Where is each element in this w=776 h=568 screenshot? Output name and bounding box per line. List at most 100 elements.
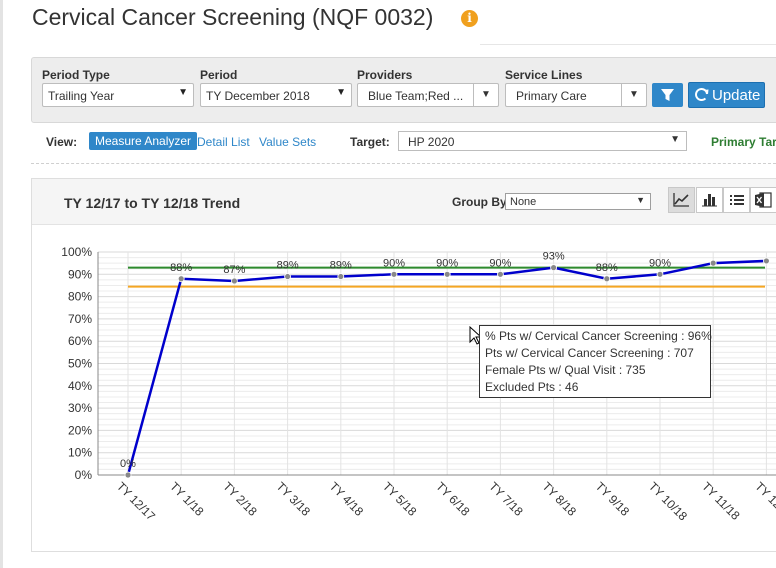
tooltip-line: Excluded Pts : 46	[485, 380, 579, 394]
card-title: TY 12/17 to TY 12/18 Trend	[64, 195, 241, 211]
data-label: 87%	[223, 264, 245, 276]
y-tick-label: 70%	[68, 312, 92, 326]
x-tick-label: TY 11/18	[699, 479, 743, 523]
y-tick-label: 100%	[61, 245, 92, 259]
chevron-down-icon: ▼	[670, 134, 680, 145]
period-select[interactable]: TY December 2018 ▼	[200, 83, 352, 107]
x-tick-label: TY 5/18	[380, 479, 420, 519]
update-button[interactable]: Update	[688, 82, 765, 108]
data-label: 0%	[120, 458, 136, 470]
y-tick-label: 90%	[68, 267, 92, 281]
data-label: 93%	[543, 251, 565, 263]
view-bar: View: Measure Analyzer Detail List Value…	[31, 128, 776, 158]
chevron-down-icon: ▼	[178, 87, 188, 98]
y-tick-label: 50%	[68, 357, 92, 371]
data-label: 90%	[436, 257, 458, 269]
info-icon[interactable]: i	[461, 10, 478, 27]
chevron-down-icon[interactable]: ▼	[621, 84, 646, 106]
service-lines-select[interactable]: Primary Care ▼	[505, 83, 647, 107]
tab-value-sets[interactable]: Value Sets	[259, 135, 317, 149]
period-type-select[interactable]: Trailing Year ▼	[42, 83, 194, 107]
tooltip-line: % Pts w/ Cervical Cancer Screening : 96%	[485, 329, 712, 343]
chevron-down-icon[interactable]: ▼	[473, 84, 498, 106]
data-label: 90%	[489, 257, 511, 269]
x-tick-label: TY 12/17	[114, 479, 158, 523]
list-icon	[730, 195, 744, 205]
x-tick-label: TY 3/18	[273, 479, 313, 519]
list-button[interactable]	[723, 187, 750, 213]
x-tick-label: TY 7/18	[486, 479, 526, 519]
data-point	[337, 273, 345, 280]
x-tick-label: TY 4/18	[327, 479, 367, 519]
filter-panel: Period Type Trailing Year ▼ Period TY De…	[31, 57, 776, 123]
view-label: View:	[46, 135, 78, 149]
data-point	[124, 471, 132, 479]
excel-export-button[interactable]	[750, 187, 776, 213]
providers-select[interactable]: Blue Team;Red ... ▼	[357, 83, 499, 107]
bar-chart-button[interactable]	[696, 187, 723, 213]
data-point	[763, 257, 770, 265]
period-type-value: Trailing Year	[48, 89, 115, 103]
target-label: Target:	[350, 135, 390, 149]
tab-measure-analyzer[interactable]: Measure Analyzer	[89, 132, 198, 150]
target-value: HP 2020	[408, 135, 455, 149]
data-label: 88%	[596, 262, 618, 274]
data-point	[390, 270, 398, 278]
page-title: Cervical Cancer Screening (NQF 0032)	[32, 4, 434, 30]
group-by-select[interactable]: None ▼	[505, 193, 651, 210]
filter-button[interactable]	[652, 83, 683, 107]
y-tick-label: 20%	[68, 423, 92, 437]
primary-target-label: Primary Targ	[711, 135, 776, 149]
data-point	[230, 277, 238, 285]
chart-tooltip: % Pts w/ Cervical Cancer Screening : 96%…	[479, 325, 712, 398]
chevron-down-icon: ▼	[636, 195, 645, 205]
period-type-label: Period Type	[42, 68, 110, 82]
y-tick-label: 60%	[68, 334, 92, 348]
y-tick-label: 0%	[75, 468, 93, 482]
data-label: 89%	[330, 260, 352, 272]
x-tick-label: TY 8/18	[539, 479, 579, 519]
x-tick-label: TY 2/18	[220, 479, 260, 519]
data-label: 89%	[277, 260, 299, 272]
service-lines-label: Service Lines	[505, 68, 583, 82]
data-point	[656, 270, 664, 278]
update-label: Update	[712, 87, 761, 104]
providers-value: Blue Team;Red ...	[368, 89, 464, 103]
tooltip-line: Pts w/ Cervical Cancer Screening : 707	[485, 346, 694, 360]
period-value: TY December 2018	[206, 89, 310, 103]
y-tick-label: 80%	[68, 290, 92, 304]
left-edge	[0, 0, 3, 568]
data-label: 90%	[383, 257, 405, 269]
trend-card: TY 12/17 to TY 12/18 Trend Group By None…	[31, 178, 776, 552]
section-divider	[31, 163, 776, 164]
data-point	[709, 259, 717, 267]
group-by-label: Group By	[452, 195, 507, 209]
tooltip-line: Female Pts w/ Qual Visit : 735	[485, 363, 646, 377]
y-tick-label: 40%	[68, 379, 92, 393]
filter-icon	[661, 89, 674, 101]
line-chart-icon	[673, 193, 689, 207]
title-divider	[480, 44, 776, 45]
bar-chart-icon	[702, 194, 717, 207]
line-chart-button[interactable]	[668, 187, 695, 213]
tab-detail-list[interactable]: Detail List	[197, 135, 250, 149]
data-point	[496, 270, 504, 278]
x-tick-label: TY 9/18	[593, 479, 633, 519]
x-tick-label: TY 12/	[752, 479, 776, 514]
data-label: 88%	[170, 262, 192, 274]
excel-icon	[755, 192, 772, 208]
data-point	[550, 264, 557, 272]
x-tick-label: TY 1/18	[167, 479, 207, 519]
service-lines-value: Primary Care	[516, 89, 587, 103]
data-point	[603, 275, 611, 283]
x-tick-label: TY 10/18	[646, 479, 690, 523]
data-point	[284, 273, 292, 280]
group-by-value: None	[510, 196, 537, 208]
target-select[interactable]: HP 2020 ▼	[398, 131, 687, 151]
y-tick-label: 10%	[68, 446, 92, 460]
data-point	[177, 275, 185, 283]
providers-label: Providers	[357, 68, 413, 82]
data-label: 90%	[649, 257, 671, 269]
refresh-icon	[695, 88, 709, 101]
